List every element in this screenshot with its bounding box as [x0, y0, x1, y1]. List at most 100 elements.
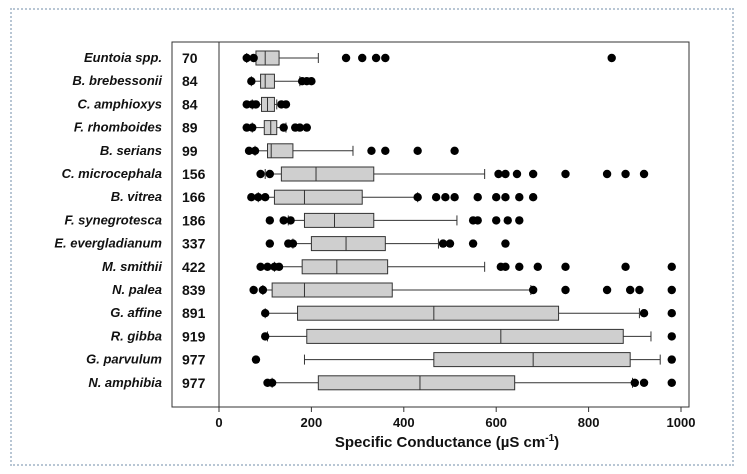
x-axis-label: Specific Conductance (µS cm-1) [335, 433, 559, 451]
outlier-point [413, 193, 422, 202]
outlier-point [413, 146, 422, 155]
outlier-point [295, 123, 305, 132]
outlier-point [667, 285, 676, 295]
iqr-box [273, 189, 363, 205]
sample-count: 891 [182, 305, 206, 321]
outlier-point [261, 193, 270, 202]
outlier-point [256, 262, 265, 271]
sample-count: 977 [182, 352, 206, 368]
species-label: Euntoia spp. [84, 50, 162, 65]
outlier-point [473, 193, 482, 202]
outlier-point [247, 77, 256, 86]
species-label: F. synegrotesca [64, 212, 162, 227]
outlier-point [242, 53, 251, 63]
sample-count: 99 [182, 143, 198, 159]
iqr-box [303, 212, 375, 228]
x-tick-label: 800 [578, 415, 600, 430]
row-2: C. amphioxys 84 [77, 96, 291, 112]
outlier-point [501, 239, 510, 248]
sample-count: 186 [182, 212, 206, 228]
outlier-point [561, 285, 570, 295]
outlier-point [602, 169, 612, 179]
species-label: F. rhomboides [74, 120, 162, 135]
sample-count: 337 [182, 236, 206, 252]
outlier-point [286, 216, 295, 225]
outlier-point [381, 53, 390, 63]
species-label: N. amphibia [88, 375, 162, 390]
outlier-point [281, 100, 291, 109]
outlier-point [515, 262, 524, 271]
sample-count: 166 [182, 189, 206, 205]
outlier-point [492, 216, 501, 225]
x-tick-label: 400 [393, 415, 415, 430]
outlier-point [261, 332, 270, 341]
outlier-point [307, 77, 316, 86]
outlier-point [528, 169, 538, 179]
outlier-point [639, 378, 649, 387]
row-4: B. serians 99 [100, 143, 459, 159]
iqr-box [255, 50, 280, 66]
species-label: E. evergladianum [54, 236, 162, 251]
outlier-point [265, 169, 275, 179]
outlier-point [528, 193, 538, 202]
iqr-box [433, 352, 631, 368]
outlier-point [265, 216, 275, 225]
row-1: B. brebessonii 84 [72, 73, 316, 89]
species-label: B. serians [100, 143, 162, 158]
outlier-point [473, 216, 482, 225]
outlier-point [667, 262, 676, 271]
outlier-point [515, 216, 524, 225]
outlier-point [450, 193, 459, 202]
outlier-point [251, 355, 261, 364]
outlier-point [607, 53, 616, 63]
outlier-point [667, 332, 676, 341]
row-14: N. amphibia 977 [88, 375, 676, 391]
figure-frame [10, 8, 734, 466]
outlier-point [492, 193, 501, 202]
sample-count: 977 [182, 375, 206, 391]
species-label: G. parvulum [86, 352, 162, 367]
outlier-point [667, 309, 676, 318]
outlier-point [381, 146, 390, 155]
iqr-box [317, 375, 516, 391]
sample-count: 84 [182, 96, 198, 112]
sample-count: 89 [182, 120, 198, 136]
outlier-point [667, 378, 676, 387]
outlier-point [371, 53, 381, 63]
row-9: M. smithii 422 [102, 259, 676, 275]
iqr-box [271, 282, 393, 298]
iqr-box [297, 305, 560, 321]
outlier-point [267, 378, 277, 387]
outlier-point [249, 53, 258, 63]
row-11: G. affine 891 [110, 305, 676, 321]
outlier-point [468, 239, 478, 248]
x-tick-label: 1000 [667, 415, 696, 430]
iqr-box [306, 328, 624, 344]
outlier-point [302, 123, 311, 132]
outlier-point [450, 146, 459, 155]
sample-count: 156 [182, 166, 206, 182]
row-8: E. evergladianum 337 [54, 236, 510, 252]
x-tick-label: 0 [215, 415, 222, 430]
sample-count: 422 [182, 259, 206, 275]
sample-count: 70 [182, 50, 198, 66]
outlier-point [247, 193, 256, 202]
outlier-point [258, 285, 268, 295]
outlier-point [248, 123, 257, 132]
outlier-point [503, 216, 512, 225]
outlier-point [438, 239, 448, 248]
row-0: Euntoia spp. 70 [84, 50, 616, 66]
outlier-point [533, 262, 542, 271]
outlier-point [431, 193, 441, 202]
row-6: B. vitrea 166 [111, 189, 538, 205]
outlier-point [441, 193, 450, 202]
iqr-box [260, 73, 275, 89]
row-7: F. synegrotesca 186 [64, 212, 524, 228]
species-label: N. palea [112, 282, 162, 297]
outlier-point [251, 100, 261, 109]
x-tick-label: 600 [485, 415, 507, 430]
outlier-point [279, 216, 288, 225]
outlier-point [265, 239, 275, 248]
outlier-point [288, 239, 298, 248]
outlier-point [279, 123, 288, 132]
